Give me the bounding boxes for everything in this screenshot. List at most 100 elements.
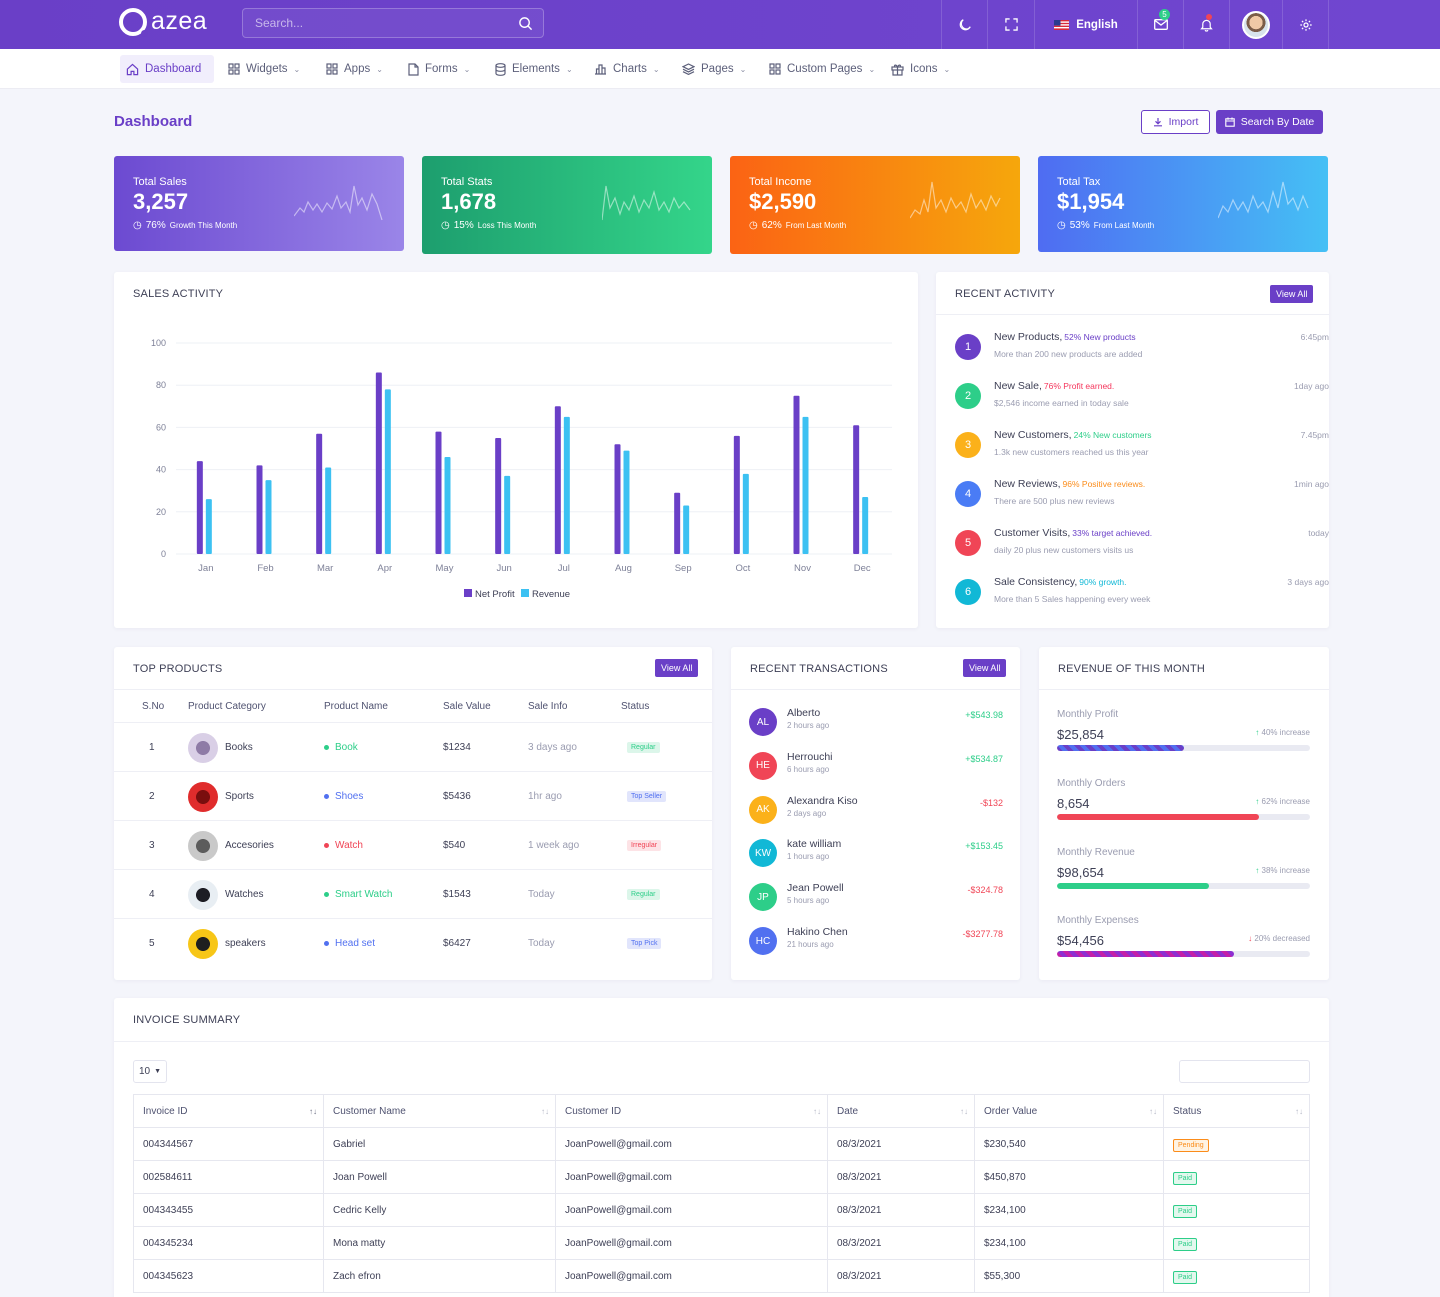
search-icon[interactable]: [518, 16, 533, 31]
sort-icon: ↑↓: [960, 1107, 968, 1116]
activity-title-text: Customer Visits,: [994, 527, 1071, 539]
nav-elements[interactable]: Elements ⌄: [489, 55, 579, 83]
sort-icon: ↑↓: [1149, 1107, 1157, 1116]
cell-value: $234,100: [974, 1193, 1164, 1227]
table-row[interactable]: 4 Watches Smart Watch $1543 Today Regular: [114, 869, 712, 918]
bar-net-profit[interactable]: [196, 461, 203, 554]
activity-view-all-button[interactable]: View All: [1270, 285, 1314, 303]
th-customer-name[interactable]: Customer Name ↑↓: [323, 1094, 556, 1128]
messages-button[interactable]: 5: [1137, 0, 1183, 49]
nav-charts[interactable]: Charts ⌄: [588, 55, 666, 83]
import-button[interactable]: Import: [1141, 110, 1210, 134]
transaction-name: Alexandra Kiso: [787, 794, 858, 807]
settings-button[interactable]: [1282, 0, 1329, 49]
dark-mode-toggle[interactable]: [941, 0, 987, 49]
bar-revenue[interactable]: [862, 497, 869, 554]
table-row[interactable]: 5 speakers Head set $6427 Today Top Pick: [114, 918, 712, 967]
bar-net-profit[interactable]: [495, 437, 502, 554]
bar-revenue[interactable]: [444, 456, 451, 554]
stat-footer: ◷ 53% From Last Month: [1057, 220, 1154, 231]
nav-forms[interactable]: Forms ⌄: [402, 55, 476, 83]
nav-apps[interactable]: Apps ⌄: [320, 55, 389, 83]
bar-revenue[interactable]: [623, 450, 630, 554]
bar-net-profit[interactable]: [435, 431, 442, 554]
activity-item[interactable]: 3 New Customers, 24% New customers 1.3k new…: [955, 429, 1329, 476]
transaction-item[interactable]: AK Alexandra Kiso 2 days ago -$132: [749, 794, 1003, 836]
th-status[interactable]: Status ↑↓: [1163, 1094, 1310, 1128]
stat-value: 1,678: [441, 189, 497, 214]
notifications-button[interactable]: [1183, 0, 1229, 49]
table-row[interactable]: 002584611 Joan Powell JoanPowell@gmail.com…: [133, 1160, 1310, 1194]
table-row[interactable]: 3 Accesories Watch $540 1 week ago Irregular: [114, 820, 712, 869]
table-row[interactable]: 1 Books Book $1234 3 days ago Regular: [114, 722, 712, 771]
bar-revenue[interactable]: [504, 475, 511, 554]
th-invoice-id[interactable]: Invoice ID ↑↓: [133, 1094, 324, 1128]
page-size-select[interactable]: 10 ▼: [133, 1060, 167, 1083]
transaction-item[interactable]: KW kate william 1 hours ago +$153.45: [749, 838, 1003, 879]
activity-highlight: 90% growth.: [1079, 577, 1127, 587]
language-selector[interactable]: English: [1034, 0, 1137, 49]
cell-category: speakers: [225, 938, 266, 949]
app-logo[interactable]: azea: [119, 7, 207, 37]
table-row[interactable]: 004343455 Cedric Kelly JoanPowell@gmail.co…: [133, 1193, 1310, 1227]
table-row[interactable]: 004344567 Gabriel JoanPowell@gmail.com 08/3…: [133, 1127, 1310, 1161]
nav-pages[interactable]: Pages ⌄: [676, 55, 752, 83]
transaction-item[interactable]: HE Herrouchi 6 hours ago +$534.87: [749, 751, 1003, 792]
table-row[interactable]: 2 Sports Shoes $5436 1hr ago Top Seller: [114, 771, 712, 820]
products-view-all-button[interactable]: View All: [655, 659, 699, 677]
activity-item[interactable]: 2 New Sale, 76% Profit earned. $2,546 incom…: [955, 380, 1329, 427]
activity-item[interactable]: 6 Sale Consistency, 90% growth. More than 5…: [955, 576, 1329, 623]
transaction-item[interactable]: JP Jean Powell 5 hours ago -$324.78: [749, 882, 1003, 923]
transaction-item[interactable]: HC Hakino Chen 21 hours ago -$3277.78: [749, 926, 1003, 967]
th-customer-id[interactable]: Customer ID ↑↓: [555, 1094, 828, 1128]
th-date[interactable]: Date ↑↓: [827, 1094, 975, 1128]
table-row[interactable]: 004345234 Mona matty JoanPowell@gmail.com 0…: [133, 1226, 1310, 1260]
bar-net-profit[interactable]: [256, 465, 263, 554]
bar-revenue[interactable]: [683, 505, 690, 554]
th-order-value[interactable]: Order Value ↑↓: [974, 1094, 1164, 1128]
search-by-date-button[interactable]: Search By Date: [1216, 110, 1323, 134]
bar-revenue[interactable]: [563, 416, 570, 554]
bar-revenue[interactable]: [802, 416, 809, 554]
bar-revenue[interactable]: [205, 499, 212, 554]
bar-chart-icon: [594, 63, 607, 75]
table-row[interactable]: 004345623 Zach efron JoanPowell@gmail.com 0…: [133, 1259, 1310, 1293]
bar-net-profit[interactable]: [554, 406, 561, 554]
notification-dot: [1206, 14, 1212, 20]
bar-net-profit[interactable]: [316, 433, 323, 554]
profile-menu[interactable]: [1229, 0, 1282, 49]
chevron-down-icon: ⌄: [739, 64, 747, 74]
transaction-item[interactable]: AL Alberto 2 hours ago +$543.98: [749, 707, 1003, 748]
activity-time: 7.45pm: [1300, 430, 1329, 440]
nav-dashboard[interactable]: Dashboard: [120, 55, 214, 83]
bar-net-profit[interactable]: [375, 372, 382, 554]
nav-widgets[interactable]: Widgets ⌄: [222, 55, 306, 83]
th-label: Date: [837, 1105, 859, 1117]
activity-item[interactable]: 4 New Reviews, 96% Positive reviews. There …: [955, 478, 1329, 525]
bar-revenue[interactable]: [384, 389, 391, 554]
bar-net-profit[interactable]: [793, 395, 800, 554]
legend-label[interactable]: Net Profit: [475, 589, 515, 600]
bar-net-profit[interactable]: [853, 425, 860, 554]
cell-id: 002584611: [133, 1160, 324, 1194]
transactions-view-all-button[interactable]: View All: [963, 659, 1007, 677]
cell-cid: JoanPowell@gmail.com: [555, 1160, 828, 1194]
nav-custom-pages[interactable]: Custom Pages ⌄: [763, 55, 881, 83]
bar-net-profit[interactable]: [614, 444, 621, 554]
activity-item[interactable]: 1 New Products, 52% New products More than …: [955, 331, 1329, 378]
nav-icons[interactable]: Icons ⌄: [885, 55, 956, 83]
fullscreen-button[interactable]: [987, 0, 1034, 49]
table-search-input[interactable]: [1179, 1060, 1310, 1083]
bar-net-profit[interactable]: [674, 492, 681, 554]
search-input[interactable]: [243, 9, 543, 37]
legend-label[interactable]: Revenue: [532, 589, 570, 600]
activity-item[interactable]: 5 Customer Visits, 33% target achieved. dai…: [955, 527, 1329, 574]
bar-revenue[interactable]: [265, 480, 272, 554]
bar-revenue[interactable]: [325, 467, 332, 554]
cell-sale-value: $540: [443, 840, 466, 851]
activity-time: today: [1308, 528, 1329, 538]
bar-revenue[interactable]: [742, 473, 749, 554]
bar-net-profit[interactable]: [733, 435, 740, 554]
bell-icon: [1200, 18, 1213, 32]
stat-value: $2,590: [749, 189, 817, 214]
